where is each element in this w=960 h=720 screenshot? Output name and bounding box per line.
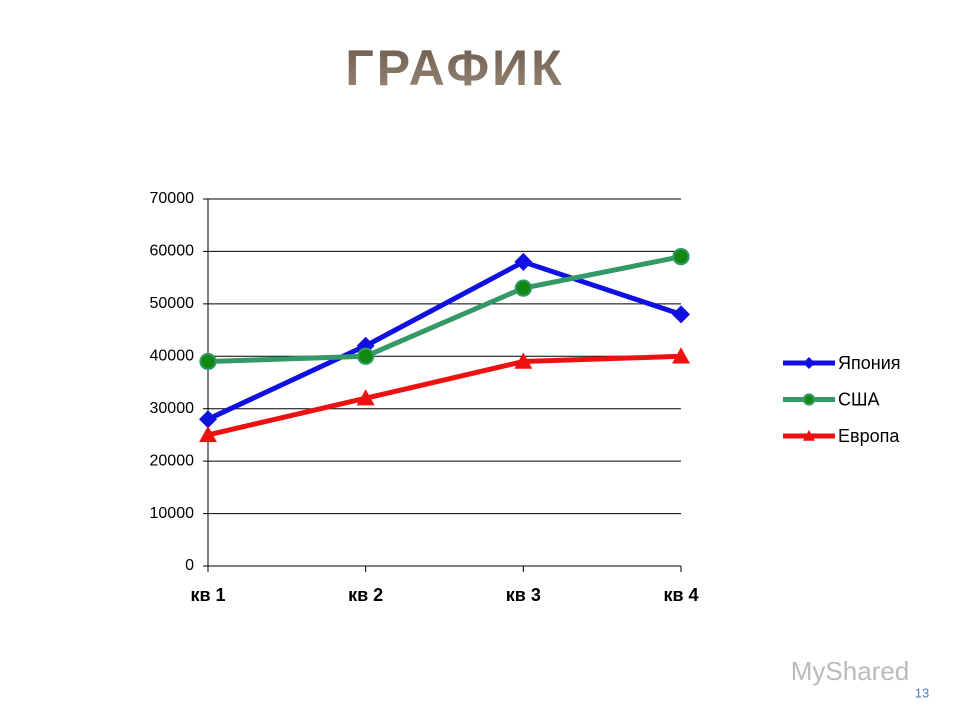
marker [672,305,690,324]
marker [672,248,690,266]
marker [803,357,815,369]
marker [199,425,217,443]
series-line [206,259,682,422]
marker [356,389,375,406]
x-tick-label: кв 4 [663,585,698,605]
marker [672,347,690,364]
series-line [207,353,682,438]
y-tick-label: 70000 [150,190,195,207]
x-tick-label: кв 1 [190,585,225,605]
page-number: 13 [915,685,929,700]
watermark: MyShared [791,656,910,686]
y-tick-label: 50000 [150,295,195,312]
y-tick-label: 10000 [150,505,195,522]
marker [199,352,217,371]
y-tick-label: 0 [185,557,194,574]
marker [199,410,217,429]
x-tick-label: кв 2 [348,585,383,605]
series-line [207,254,682,365]
x-tick-label: кв 3 [506,585,541,605]
marker [514,352,533,369]
marker [514,252,533,271]
legend-label: США [838,389,880,409]
y-tick-label: 20000 [150,452,195,469]
y-tick-label: 30000 [150,400,195,417]
legend-label: Япония [838,353,901,373]
marker [803,430,815,441]
marker [514,279,532,297]
y-tick-label: 60000 [150,243,195,260]
chart-title: ГРАФИК [345,40,564,96]
marker [802,393,816,406]
marker [357,347,375,365]
legend-label: Европа [838,426,900,446]
y-tick-label: 40000 [150,348,195,365]
